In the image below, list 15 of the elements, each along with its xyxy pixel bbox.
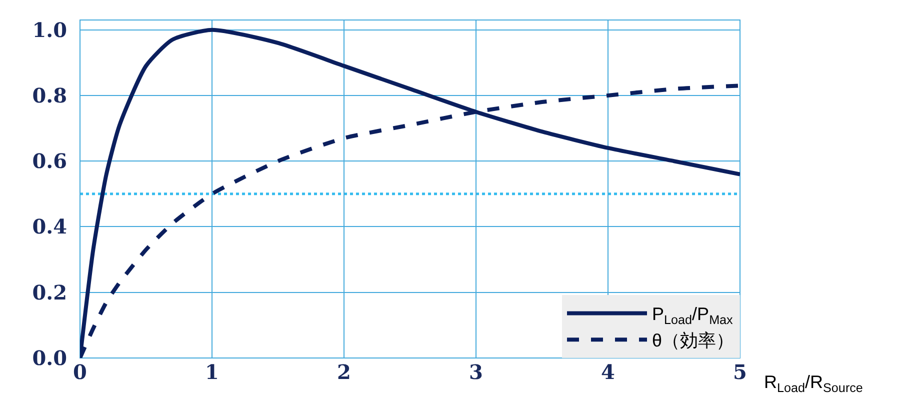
x-tick-label: 0 bbox=[73, 360, 87, 384]
y-tick-label: 0.0 bbox=[32, 346, 67, 370]
y-tick-label: 0.8 bbox=[32, 83, 67, 108]
x-tick-label: 3 bbox=[469, 360, 483, 384]
x-tick-label: 1 bbox=[205, 360, 219, 384]
y-tick-label: 0.2 bbox=[32, 280, 67, 304]
x-tick-label: 5 bbox=[733, 360, 747, 384]
x-tick-label: 2 bbox=[337, 360, 351, 384]
x-axis-title: R$_{Load}$/R$_{Source}$ bbox=[764, 372, 863, 395]
y-tick-label: 1.0 bbox=[32, 18, 67, 42]
y-tick-label: 0.6 bbox=[32, 149, 67, 174]
legend-label: P$_{Load}$/P$_{Max}$ bbox=[652, 304, 734, 327]
y-tick-label: 0.4 bbox=[32, 214, 68, 239]
legend-label: θ（効率） bbox=[652, 330, 734, 351]
x-tick-label: 4 bbox=[601, 360, 616, 384]
